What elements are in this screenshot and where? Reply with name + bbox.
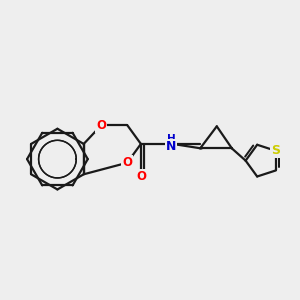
- Text: N: N: [166, 140, 176, 153]
- Text: O: O: [136, 170, 146, 183]
- Text: O: O: [122, 156, 132, 169]
- Text: H: H: [167, 134, 176, 144]
- Text: O: O: [96, 118, 106, 132]
- Text: S: S: [271, 144, 280, 157]
